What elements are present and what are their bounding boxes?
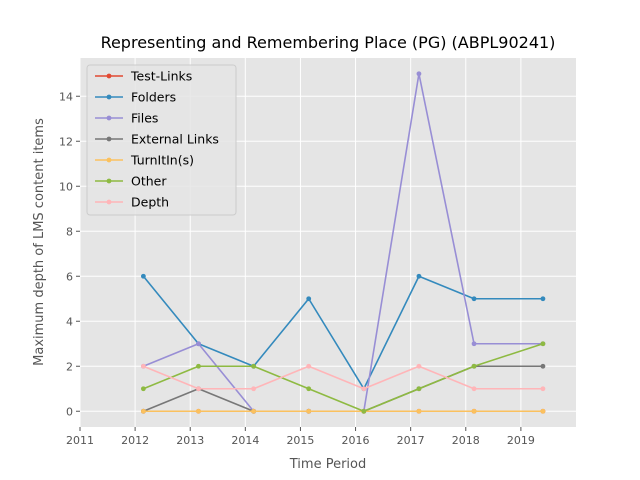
legend-swatch-marker — [106, 157, 112, 163]
data-point-turnitin-s — [416, 408, 422, 414]
legend-item: External Links — [95, 132, 219, 147]
legend-label: Files — [131, 111, 158, 126]
legend-label: Folders — [131, 90, 176, 105]
data-point-other — [540, 341, 546, 347]
series-lines — [140, 71, 546, 414]
data-point-depth — [361, 386, 367, 392]
series-line-other — [143, 342, 544, 413]
x-tick-label: 2012 — [121, 434, 149, 447]
y-tick-label: 12 — [59, 135, 73, 148]
data-point-folders — [416, 273, 422, 279]
legend-item: Files — [95, 111, 158, 126]
x-tick-label: 2019 — [507, 434, 535, 447]
x-tick-label: 2018 — [452, 434, 480, 447]
data-point-other — [471, 363, 477, 369]
data-point-folders — [540, 296, 546, 302]
data-point-other — [251, 363, 256, 369]
data-point-files — [416, 71, 422, 77]
series-depth — [140, 363, 546, 392]
data-point-turnitin-s — [251, 408, 256, 414]
data-point-other — [306, 386, 312, 392]
data-point-turnitin-s — [140, 408, 146, 414]
data-point-folders — [140, 273, 146, 279]
data-point-files — [471, 341, 477, 347]
legend-label: Test-Links — [130, 69, 192, 84]
legend-item: Test-Links — [95, 69, 192, 84]
x-tick-label: 2015 — [286, 434, 314, 447]
legend-label: External Links — [131, 132, 219, 147]
legend-item: Folders — [95, 90, 176, 105]
legend-swatch-marker — [106, 136, 112, 142]
y-tick-label: 4 — [66, 315, 73, 328]
y-tick-label: 2 — [66, 360, 73, 373]
y-axis-label: Maximum depth of LMS content items — [32, 118, 47, 366]
data-point-external-links — [540, 363, 546, 369]
x-tick-label: 2016 — [342, 434, 370, 447]
x-axis-ticks: 2011 2012 2013 2014 2015 2016 2017 2018 2019 — [66, 427, 535, 447]
y-tick-label: 0 — [66, 405, 73, 418]
data-point-folders — [306, 296, 312, 302]
legend-swatch-marker — [106, 178, 112, 184]
data-point-folders — [471, 296, 477, 302]
legend-swatch-marker — [106, 199, 112, 205]
x-tick-label: 2013 — [176, 434, 204, 447]
legend-swatch-marker — [106, 73, 112, 79]
y-axis-ticks: 0 2 4 6 8 10 12 14 — [59, 90, 80, 418]
data-point-files — [196, 341, 201, 347]
data-point-turnitin-s — [306, 408, 312, 414]
legend-item: TurnItIn(s) — [95, 153, 194, 168]
data-point-depth — [140, 363, 146, 369]
legend: Test-Links Folders Files External Links Turn… — [86, 64, 237, 216]
legend-label: Other — [131, 174, 167, 189]
data-point-turnitin-s — [196, 408, 201, 414]
data-point-depth — [251, 386, 256, 392]
y-tick-label: 10 — [59, 180, 73, 193]
data-point-depth — [196, 386, 201, 392]
data-point-other — [140, 386, 146, 392]
x-axis-label: Time Period — [289, 457, 366, 472]
legend-frame — [86, 64, 237, 216]
data-point-other — [416, 386, 422, 392]
data-point-depth — [416, 363, 422, 369]
legend-swatch-marker — [106, 94, 112, 100]
legend-item: Depth — [95, 195, 169, 210]
series-line-depth — [143, 365, 543, 390]
data-point-depth — [540, 386, 546, 392]
data-point-turnitin-s — [471, 408, 477, 414]
legend-item: Other — [95, 174, 167, 189]
data-point-other — [196, 363, 201, 369]
legend-label: TurnItIn(s) — [130, 153, 194, 168]
data-point-turnitin-s — [540, 408, 546, 414]
data-point-depth — [306, 363, 312, 369]
y-tick-label: 14 — [59, 90, 73, 103]
y-tick-label: 8 — [66, 225, 73, 238]
y-tick-label: 6 — [66, 270, 73, 283]
x-tick-label: 2014 — [231, 434, 259, 447]
legend-swatch-marker — [106, 115, 112, 121]
x-tick-label: 2011 — [66, 434, 94, 447]
data-point-other — [361, 408, 367, 414]
x-tick-label: 2017 — [397, 434, 425, 447]
data-point-depth — [471, 386, 477, 392]
series-other — [140, 341, 546, 414]
chart-title: Representing and Remembering Place (PG) … — [101, 33, 556, 52]
legend-label: Depth — [131, 195, 169, 210]
